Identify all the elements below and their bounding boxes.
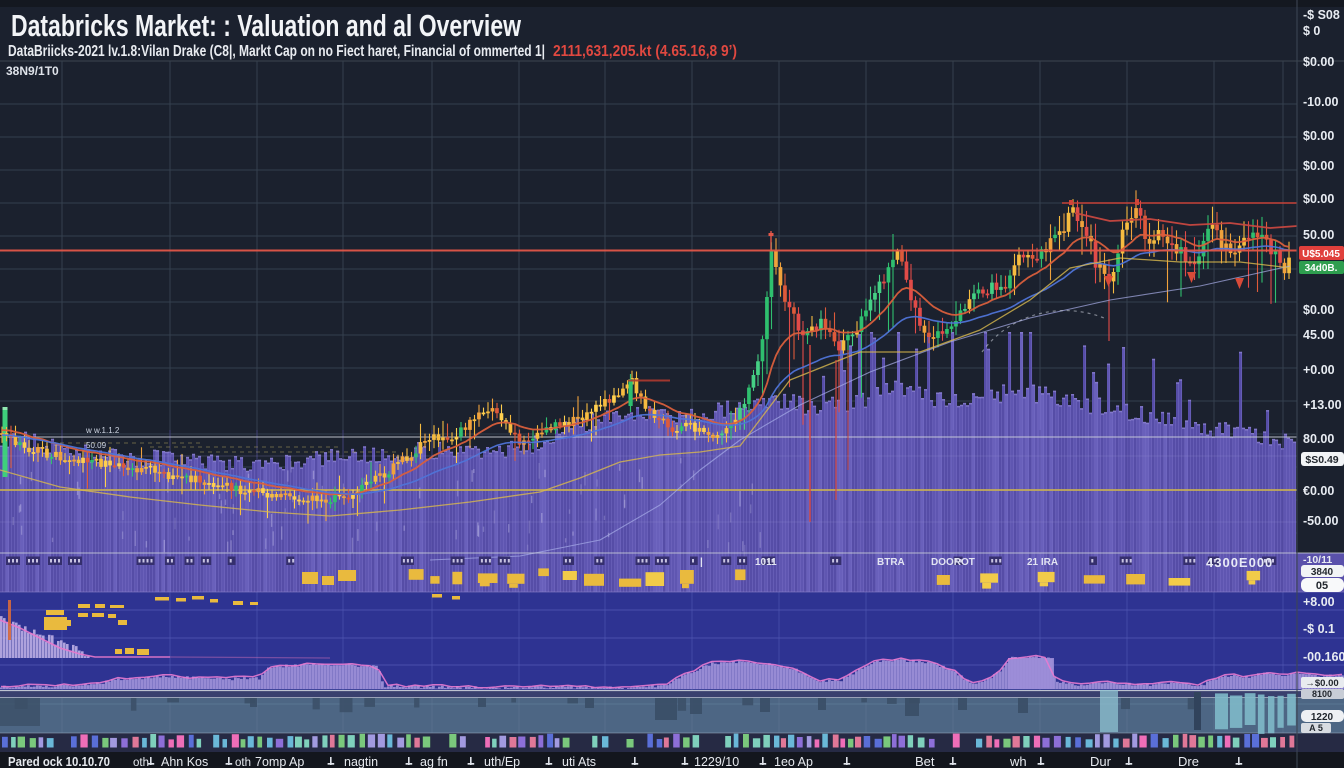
- svg-text:w w.1.1.2: w w.1.1.2: [85, 426, 120, 435]
- svg-text:1229/10: 1229/10: [694, 755, 739, 768]
- svg-text:+0.00: +0.00: [1303, 363, 1335, 377]
- svg-text:DOOROT: DOOROT: [931, 557, 975, 568]
- svg-text:80.00: 80.00: [1303, 432, 1334, 446]
- svg-text:Databricks Market: : Valuation: Databricks Market: : Valuation and al Ov…: [11, 8, 522, 43]
- svg-text:05: 05: [1316, 580, 1328, 592]
- svg-text:$0.00: $0.00: [1303, 192, 1334, 206]
- svg-text:50.00: 50.00: [1303, 228, 1334, 242]
- svg-text:uth/Ep: uth/Ep: [484, 755, 520, 768]
- svg-text:nagtin: nagtin: [344, 755, 378, 768]
- svg-text:DataBriicks-2021 lv.1.8:Vilan: DataBriicks-2021 lv.1.8:Vilan Drake (C8|…: [8, 43, 545, 60]
- svg-text:→$0.00: →$0.00: [1305, 678, 1338, 689]
- svg-text:1220: 1220: [1311, 712, 1334, 723]
- svg-text:A 5: A 5: [1309, 723, 1323, 733]
- svg-text:+8.00: +8.00: [1303, 595, 1335, 609]
- svg-text:$0.00: $0.00: [1303, 303, 1334, 317]
- svg-text:2111,631,205.kt (4.65.16,8 9’: 2111,631,205.kt (4.65.16,8 9’): [553, 43, 737, 60]
- svg-text:|: |: [700, 557, 703, 568]
- svg-text:34d0B.: 34d0B.: [1305, 263, 1338, 274]
- svg-text:oth: oth: [133, 757, 149, 768]
- svg-text:$0.00: $0.00: [1303, 129, 1334, 143]
- svg-text:Dre: Dre: [1178, 754, 1199, 768]
- svg-text:21 IRA: 21 IRA: [1027, 557, 1058, 568]
- svg-text:3840: 3840: [1311, 567, 1334, 578]
- svg-text:Ahn Kos: Ahn Kos: [161, 755, 208, 768]
- svg-text:4300E000: 4300E000: [1206, 555, 1273, 570]
- svg-text:-$ S08: -$ S08: [1303, 8, 1340, 22]
- svg-text:-$ 0.1: -$ 0.1: [1303, 622, 1335, 636]
- svg-text:7omp Ap: 7omp Ap: [255, 755, 304, 768]
- svg-text:45.00: 45.00: [1303, 328, 1334, 342]
- svg-text:-10/11: -10/11: [1303, 554, 1332, 566]
- svg-text:BTRA: BTRA: [877, 557, 905, 568]
- svg-text:1eo Ap: 1eo Ap: [774, 755, 813, 768]
- svg-text:wh: wh: [1009, 754, 1027, 768]
- svg-text:$0.00: $0.00: [1303, 55, 1334, 69]
- svg-text:$0.00: $0.00: [1303, 159, 1334, 173]
- svg-text:-00.160: -00.160: [1303, 650, 1344, 664]
- svg-text:uti Ats: uti Ats: [562, 755, 596, 768]
- svg-text:€0.00: €0.00: [1303, 484, 1334, 498]
- svg-text:38N9/1T0: 38N9/1T0: [6, 64, 59, 78]
- svg-text:$ 0: $ 0: [1303, 24, 1320, 38]
- svg-text:U$5.045: U$5.045: [1302, 249, 1340, 260]
- svg-text:-10.00: -10.00: [1303, 95, 1338, 109]
- svg-text:Pared ock 10.10.70: Pared ock 10.10.70: [8, 754, 110, 768]
- svg-text:Dur: Dur: [1090, 754, 1112, 768]
- svg-text:50.09: 50.09: [86, 441, 107, 450]
- svg-text:oth: oth: [235, 757, 251, 768]
- svg-text:1011: 1011: [755, 557, 777, 568]
- svg-text:Bet: Bet: [915, 754, 935, 768]
- svg-text:-50.00: -50.00: [1303, 514, 1338, 528]
- svg-text:$S0.49: $S0.49: [1305, 454, 1338, 466]
- svg-text:8100: 8100: [1312, 689, 1332, 699]
- svg-text:ag fn: ag fn: [420, 755, 448, 768]
- svg-text:+13.00: +13.00: [1303, 398, 1342, 412]
